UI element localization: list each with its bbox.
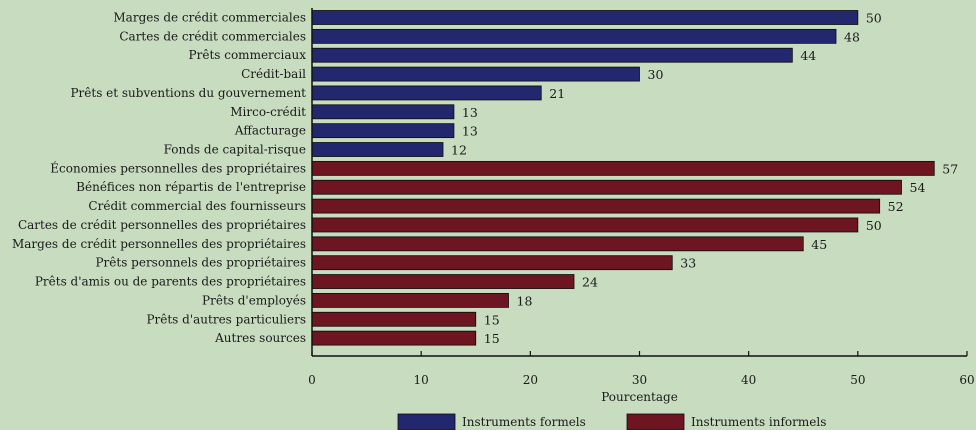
category-label: Prêts d'employés — [202, 293, 306, 307]
data-label: 15 — [484, 312, 500, 327]
data-label: 54 — [910, 180, 926, 195]
bar — [311, 47, 793, 63]
data-label: 30 — [648, 67, 664, 82]
category-label: Marges de crédit personnelles des propri… — [12, 237, 306, 251]
data-label: 15 — [484, 331, 500, 346]
category-label: Crédit commercial des fournisseurs — [88, 199, 306, 213]
data-label: 21 — [549, 86, 565, 101]
category-label: Prêts commerciaux — [189, 48, 307, 62]
x-tick-label: 40 — [741, 373, 756, 387]
bar — [311, 66, 640, 82]
bar — [311, 292, 509, 308]
category-label: Fonds de capital-risque — [164, 143, 306, 157]
bar — [311, 10, 859, 25]
category-label: Prêts personnels des propriétaires — [95, 256, 306, 270]
bar — [311, 104, 455, 120]
data-label: 48 — [844, 29, 860, 44]
bar — [311, 142, 444, 157]
data-label: 50 — [866, 11, 882, 26]
x-tick-label: 10 — [414, 373, 429, 387]
data-label: 24 — [582, 275, 598, 290]
bar — [311, 311, 477, 327]
bar — [311, 217, 859, 233]
bar — [311, 179, 902, 195]
x-tick-label: 30 — [632, 373, 647, 387]
data-label: 52 — [888, 199, 904, 214]
category-label: Affacturage — [234, 124, 306, 138]
legend-label: Instruments formels — [462, 415, 586, 429]
data-label: 13 — [462, 124, 478, 139]
x-axis-title: Pourcentage — [601, 390, 678, 404]
data-label: 18 — [517, 293, 533, 308]
data-label: 45 — [811, 237, 827, 252]
category-label: Économies personnelles des propriétaires — [50, 160, 306, 175]
bar — [311, 28, 837, 44]
category-label: Bénéfices non répartis de l'entreprise — [76, 180, 306, 194]
category-label: Crédit-bail — [241, 67, 306, 81]
legend-label: Instruments informels — [691, 415, 826, 429]
category-label: Mirco-crédit — [230, 105, 306, 119]
category-label: Cartes de crédit commerciales — [119, 29, 306, 43]
bar — [311, 274, 575, 289]
data-label: 50 — [866, 218, 882, 233]
x-tick-label: 50 — [850, 373, 865, 387]
category-label: Cartes de crédit personnelles des propri… — [18, 218, 306, 232]
category-label: Prêts d'amis ou de parents des propriéta… — [35, 275, 306, 289]
bar — [311, 255, 673, 271]
data-label: 57 — [942, 161, 958, 176]
data-label: 33 — [680, 256, 696, 271]
category-label: Autres sources — [214, 331, 306, 345]
x-tick-label: 20 — [523, 373, 538, 387]
bar — [311, 330, 477, 346]
category-label: Prêts et subventions du gouvernement — [70, 86, 306, 100]
data-label: 44 — [800, 48, 816, 63]
x-tick-label: 60 — [959, 373, 974, 387]
legend-swatch — [397, 413, 456, 430]
legend-swatch — [626, 413, 685, 430]
data-label: 12 — [451, 143, 467, 158]
bar — [311, 198, 881, 214]
bar — [311, 160, 935, 176]
category-label: Prêts d'autres particuliers — [146, 312, 306, 326]
bar — [311, 85, 542, 101]
data-label: 13 — [462, 105, 478, 120]
category-label: Marges de crédit commerciales — [113, 11, 306, 25]
bar — [311, 236, 804, 252]
x-tick-label: 0 — [308, 373, 316, 387]
bar — [311, 123, 455, 139]
